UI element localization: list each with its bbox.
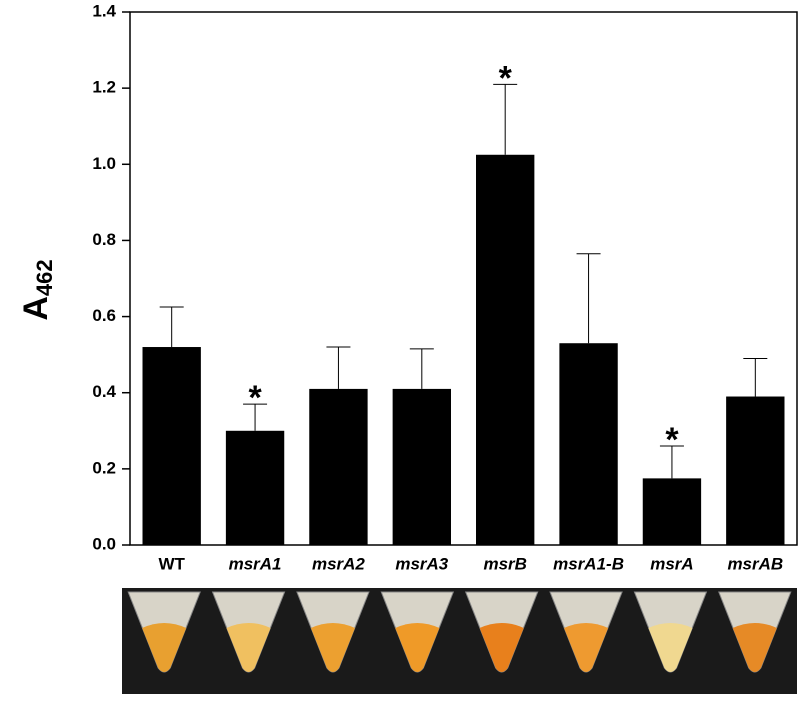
significance-marker: * <box>499 59 513 97</box>
bar <box>309 388 368 545</box>
y-tick-label: 0.0 <box>92 534 116 553</box>
significance-marker: * <box>665 421 679 459</box>
x-tick-label: msrA2 <box>312 554 365 573</box>
x-tick-label: msrA3 <box>395 554 448 573</box>
plot-frame <box>129 11 798 546</box>
y-tick-label: 0.6 <box>92 306 116 325</box>
bar <box>726 396 785 545</box>
y-label-subscript: 462 <box>32 259 57 296</box>
bar <box>476 154 535 545</box>
x-tick-label: WT <box>158 554 185 573</box>
tube-liquid <box>395 623 440 672</box>
tube-photos <box>127 591 792 673</box>
tube-liquid <box>648 623 693 672</box>
x-tick-label: msrA1 <box>229 554 282 573</box>
bar <box>392 388 451 545</box>
bar <box>225 430 285 545</box>
y-axis-label: A462 <box>17 259 57 320</box>
x-tick-label: msrAB <box>727 554 783 573</box>
y-tick-label: 1.4 <box>92 1 116 20</box>
x-tick-label: msrB <box>483 554 526 573</box>
tube-liquid <box>564 623 609 672</box>
y-tick-label: 1.2 <box>92 78 116 97</box>
tube-liquid <box>226 623 271 672</box>
tube-liquid <box>142 623 187 672</box>
tube-liquid <box>310 623 355 672</box>
y-tick-label: 0.2 <box>92 458 116 477</box>
bar <box>142 347 201 545</box>
tube-liquid <box>732 623 777 672</box>
x-tick-label: msrA <box>650 554 693 573</box>
y-label-main: A <box>17 296 55 321</box>
significance-marker: * <box>248 379 262 417</box>
y-tick-label: 0.8 <box>92 230 116 249</box>
tube-liquid <box>479 623 524 672</box>
x-tick-label: msrA1-B <box>553 554 624 573</box>
y-tick-label: 1.0 <box>92 154 116 173</box>
bar <box>642 478 702 545</box>
y-tick-label: 0.4 <box>92 382 116 401</box>
bar <box>559 343 618 545</box>
